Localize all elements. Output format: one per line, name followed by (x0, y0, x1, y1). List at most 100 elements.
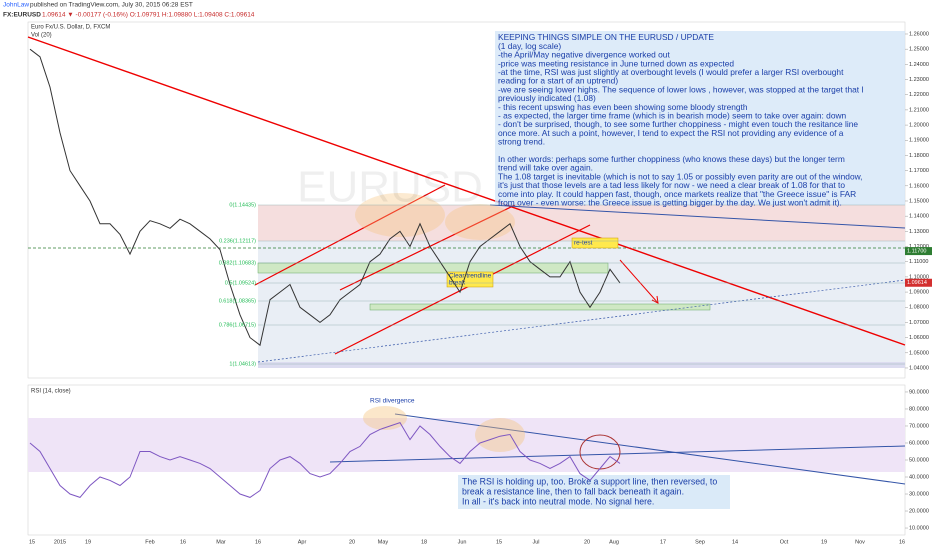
x-tick-label: 14 (732, 539, 738, 545)
x-tick-label: 19 (85, 539, 91, 545)
y-tick-label: 1.10000 (909, 274, 929, 280)
annotation-line: from over - even worse: the Greece issue… (498, 198, 842, 208)
highlight (445, 204, 515, 240)
trendline-label: break (449, 280, 466, 287)
annotation-line: strong trend. (498, 137, 545, 147)
x-tick-label: Aug (609, 539, 619, 545)
y-tick-label: 40.0000 (909, 474, 929, 480)
fib-label: 0.786(1.06715) (219, 322, 256, 328)
annotation-line: reading for a start of an uptrend) (498, 76, 618, 86)
x-tick-label: 16 (255, 539, 261, 545)
annotation-line: - don't be surprised, though, to see som… (498, 119, 858, 129)
annotation-line: - this recent upswing has even been show… (498, 102, 748, 112)
rsi-trend (394, 413, 906, 485)
price-tag-label: 1.09614 (907, 280, 927, 286)
y-tick-label: 1.26000 (909, 31, 929, 37)
watermark: EURUSD (297, 163, 483, 212)
annotation-line: (1 day, log scale) (498, 41, 561, 51)
rsi-band (28, 418, 905, 472)
x-tick-label: Apr (298, 539, 307, 545)
y-tick-label: 90.0000 (909, 389, 929, 395)
arrow (619, 259, 659, 304)
annotation-line: come into play. It could happen fast, th… (498, 189, 856, 199)
annotation-box (495, 31, 905, 205)
annotation-line: -the April/May negative divergence worke… (498, 50, 670, 60)
annotation-line: KEEPING THINGS SIMPLE ON THE EURUSD / UP… (498, 32, 714, 42)
y-tick-label: 1.22000 (909, 92, 929, 98)
x-tick-label: 16 (180, 539, 186, 545)
x-tick-label: Feb (145, 539, 154, 545)
y-tick-label: 1.11000 (909, 259, 928, 265)
x-tick-label: 17 (660, 539, 666, 545)
annotation-line: previously indicated (1.08) (498, 93, 596, 103)
channel-line (254, 184, 446, 286)
y-tick-label: 1.20000 (909, 123, 929, 129)
published: published on TradingView.com, July 30, 2… (30, 2, 193, 9)
fib-label: 1(1.04613) (229, 361, 256, 367)
support-box (257, 262, 609, 274)
y-tick-label: 70.0000 (909, 423, 929, 429)
y-tick-label: 1.24000 (909, 62, 929, 68)
fib-label: 0.5(1.09524) (225, 280, 256, 286)
y-tick-label: 80.0000 (909, 406, 929, 412)
x-tick-label: 18 (421, 539, 427, 545)
trendline-label: Clear trendline (449, 273, 492, 280)
price-tag (905, 278, 932, 287)
fib-band (258, 205, 905, 241)
note-box (446, 271, 494, 288)
annotation-line: once more. At such a point, however, I t… (498, 128, 844, 138)
annotation-box (458, 475, 730, 509)
trend-line (257, 279, 906, 363)
retest-label: re-test (574, 240, 593, 247)
subtitle: Vol (20) (31, 33, 52, 39)
y-tick-label: 50.0000 (909, 457, 929, 463)
x-tick-label: 19 (821, 539, 827, 545)
annotation-line: The 1.08 target is inevitable (which is … (498, 171, 863, 181)
x-tick-label: Jun (458, 539, 467, 545)
y-tick-label: 1.23000 (909, 77, 929, 83)
y-tick-label: 30.0000 (909, 491, 929, 497)
annotation-line: -price was meeting resistance in June tu… (498, 58, 734, 68)
fib-label: 0.382(1.10683) (219, 260, 256, 266)
divergence-label: RSI divergence (370, 398, 415, 405)
quote: 1.09614 ▼ -0.00177 (-0.16%) O:1.09791 H:… (42, 12, 255, 19)
annotation-line: break a resistance line, then to fall ba… (462, 486, 684, 496)
annotation-line: In other words: perhaps some further cho… (498, 154, 845, 164)
fib-label: 0.618(1.08365) (219, 298, 256, 304)
x-tick-label: Mar (216, 539, 226, 545)
y-tick-label: 1.08000 (909, 305, 929, 311)
annotation-line: - as expected, the larger time frame (wh… (498, 111, 847, 121)
y-tick-label: 1.14000 (909, 214, 929, 220)
annotation-line: The RSI is holding up, too. Broke a supp… (462, 476, 717, 486)
x-tick-label: Nov (855, 539, 865, 545)
price-line (29, 421, 621, 498)
x-tick-label: 20 (584, 539, 590, 545)
highlight (355, 193, 445, 237)
fib-base (258, 362, 905, 368)
annotation-line: trend will take over again. (498, 163, 593, 173)
y-tick-label: 1.13000 (909, 229, 929, 235)
annotation-line: it's just that those levels are a tad le… (498, 180, 845, 190)
y-tick-label: 1.12000 (909, 244, 929, 250)
y-tick-label: 1.18000 (909, 153, 929, 159)
y-tick-label: 1.25000 (909, 47, 929, 53)
y-tick-label: 10.0000 (909, 525, 929, 531)
y-tick-label: 1.09000 (909, 290, 929, 296)
symbol: FX:EURUSD (3, 12, 41, 19)
x-tick-label: 2015 (54, 539, 66, 545)
resistance-line (27, 36, 906, 346)
price-tag (905, 247, 932, 256)
trend-line (489, 204, 906, 229)
channel-line (339, 204, 516, 291)
fib-label: 0.236(1.12117) (219, 238, 256, 244)
y-tick-label: 1.15000 (909, 198, 929, 204)
note-box (571, 237, 619, 249)
price-line (29, 48, 621, 347)
y-tick-label: 1.04000 (909, 365, 929, 371)
y-tick-label: 1.19000 (909, 138, 929, 144)
rsi-title: RSI (14, close) (31, 389, 71, 395)
channel-line (334, 224, 591, 355)
y-tick-label: 20.0000 (909, 508, 929, 514)
annotation-line: In all - it's back into neutral mode. No… (462, 496, 654, 506)
y-tick-label: 1.17000 (909, 168, 929, 174)
